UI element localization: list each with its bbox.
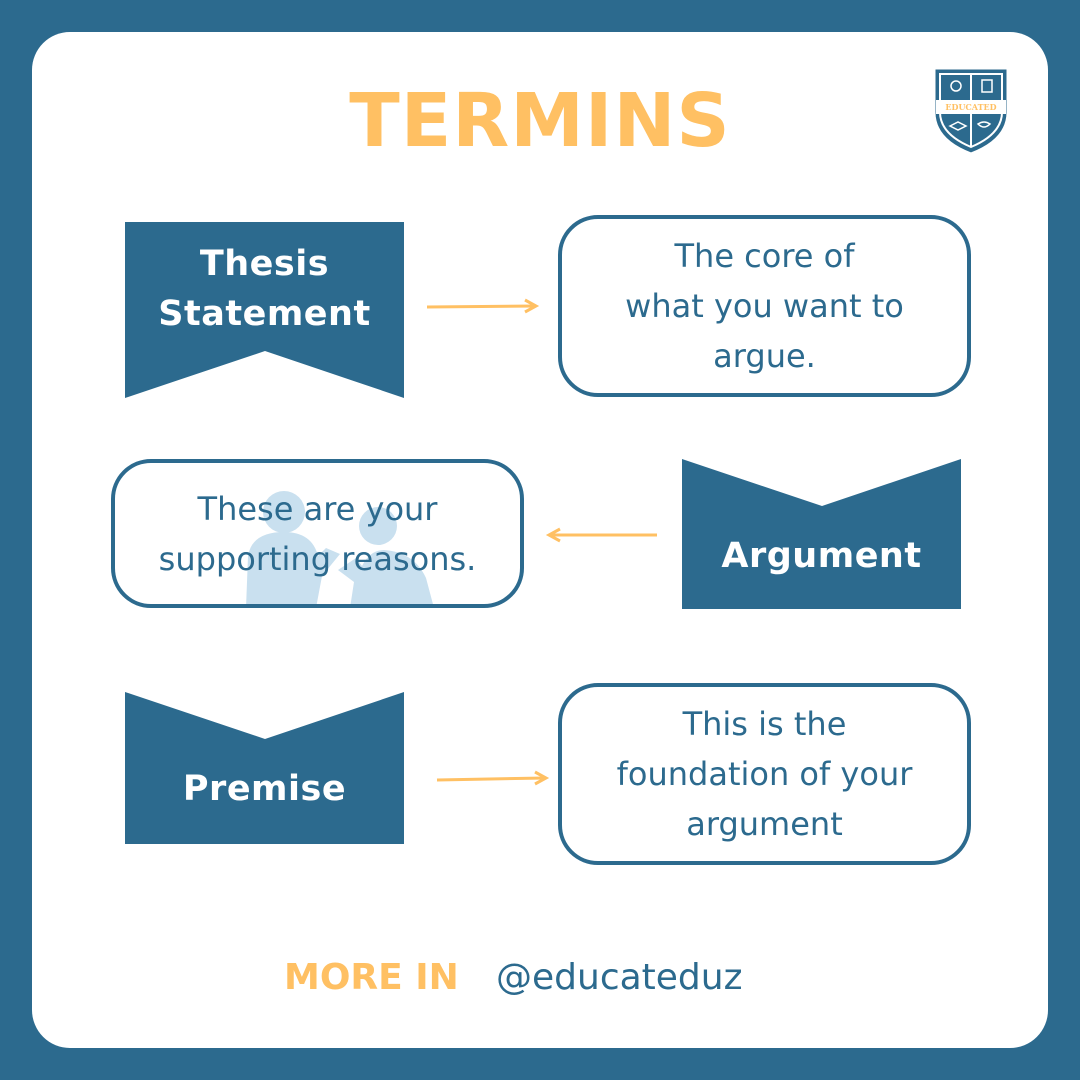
educated-shield-logo: EDUCATED — [926, 62, 1016, 158]
arrow-right-icon — [435, 768, 550, 790]
term-shape-argument: Argument — [682, 459, 961, 609]
footer-more-label: MORE IN — [284, 957, 459, 998]
description-line: The core of — [674, 237, 855, 275]
term-label-thesis-line1: Thesis — [199, 244, 330, 284]
description-box-argument: These are your supporting reasons. — [111, 459, 524, 608]
description-line: supporting reasons. — [158, 539, 477, 578]
description-line: foundation of your — [616, 755, 913, 793]
people-silhouette-image — [226, 490, 450, 608]
page-title: TERMINS — [349, 78, 731, 164]
description-box-premise: This is the foundation of your argument — [558, 683, 971, 865]
term-shape-thesis-statement: Thesis Statement — [125, 222, 404, 398]
term-label-argument: Argument — [721, 536, 922, 576]
footer-handle-link[interactable]: @educateduz — [496, 957, 743, 998]
term-shape-premise: Premise — [125, 692, 404, 844]
description-line: argue. — [713, 337, 816, 375]
term-label-thesis-line2: Statement — [158, 294, 371, 334]
description-line: what you want to — [625, 287, 904, 325]
description-line: argument — [686, 805, 843, 843]
description-line: This is the — [682, 705, 847, 743]
description-box-thesis: The core of what you want to argue. — [558, 215, 971, 397]
description-line: These are your — [197, 489, 438, 528]
arrow-right-icon — [425, 296, 540, 318]
arrow-left-icon — [545, 524, 660, 546]
logo-text: EDUCATED — [945, 102, 996, 112]
term-label-premise: Premise — [182, 769, 347, 809]
